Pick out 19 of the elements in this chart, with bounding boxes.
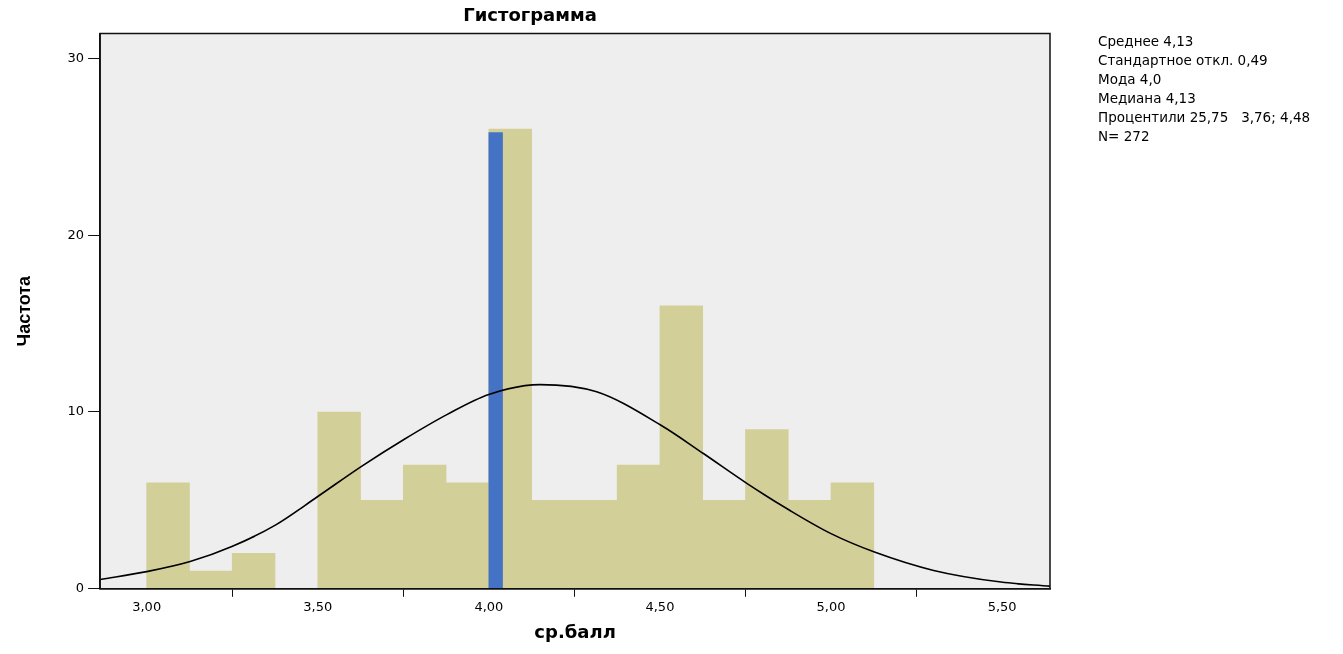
text: Медиана 4,13 (1098, 89, 1197, 108)
x-tick-label: 5,00 (816, 598, 846, 614)
y-tick-label: 0 (75, 580, 85, 596)
x-tick-label: 5,50 (987, 598, 1017, 614)
y-tick-label: 10 (67, 403, 85, 419)
text: N= 272 (1098, 127, 1151, 146)
x-tick-label: 3,50 (303, 598, 333, 614)
y-tick-label: 30 (67, 49, 85, 65)
text: Стандартное откл. 0,49 (1098, 51, 1269, 70)
x-tick-label: 4,50 (645, 598, 675, 614)
text: Мода 4,0 (1098, 70, 1163, 89)
y-tick-label: 20 (67, 226, 85, 242)
y-axis-title: Частота (13, 274, 34, 347)
x-tick-label: 3,00 (132, 598, 162, 614)
chart-title: Гистограмма (463, 4, 597, 26)
x-axis-title: ср.балл (534, 620, 616, 642)
text: Среднее 4,13 (1098, 32, 1195, 51)
text: Процентили 25,75 3,76; 4,48 (1098, 108, 1311, 127)
x-tick-label: 4,00 (474, 598, 504, 614)
